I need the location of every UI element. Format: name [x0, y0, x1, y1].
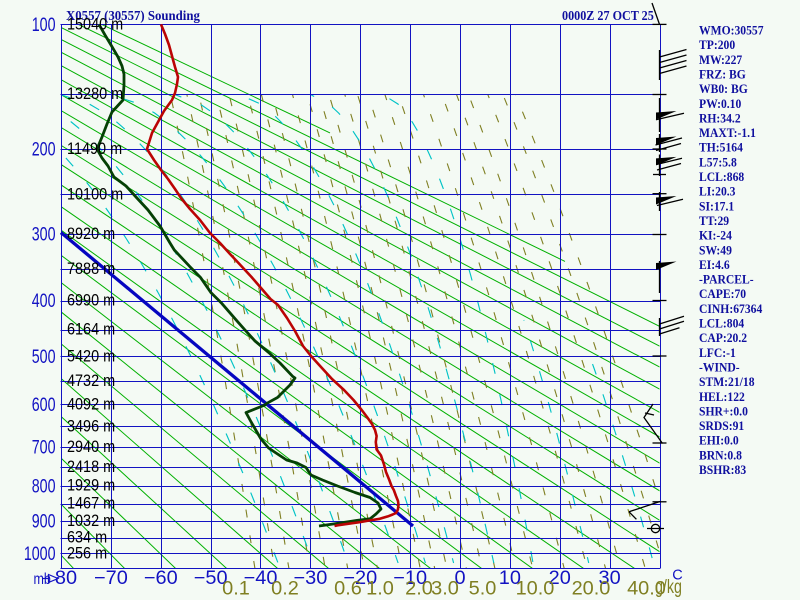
svg-text:800: 800: [32, 475, 56, 496]
svg-text:2940 m: 2940 m: [67, 438, 115, 456]
svg-text:CAPE:70: CAPE:70: [699, 287, 746, 301]
svg-text:8920 m: 8920 m: [67, 225, 115, 243]
svg-text:600: 600: [32, 394, 56, 415]
svg-text:EHI:0.0: EHI:0.0: [699, 433, 739, 447]
svg-text:1.0: 1.0: [366, 578, 394, 599]
svg-text:-PARCEL-: -PARCEL-: [699, 272, 754, 286]
svg-text:15040 m: 15040 m: [67, 15, 123, 33]
svg-text:0.1: 0.1: [222, 578, 250, 599]
svg-text:400: 400: [32, 290, 56, 311]
svg-text:MAXT:-1.1: MAXT:-1.1: [699, 126, 756, 140]
svg-text:SI:17.1: SI:17.1: [699, 199, 734, 213]
svg-text:5420 m: 5420 m: [67, 347, 115, 365]
svg-text:SRDS:91: SRDS:91: [699, 419, 744, 433]
svg-text:256 m: 256 m: [67, 544, 107, 562]
svg-text:7888 m: 7888 m: [67, 260, 115, 278]
svg-text:CAP:20.2: CAP:20.2: [699, 331, 747, 345]
svg-text:900: 900: [32, 511, 56, 532]
svg-text:−50: −50: [194, 567, 228, 588]
svg-text:g/kg: g/kg: [655, 576, 682, 597]
svg-text:0: 0: [454, 567, 465, 588]
svg-text:0000Z 27 OCT 25: 0000Z 27 OCT 25: [562, 8, 654, 23]
svg-text:KI:-24: KI:-24: [699, 228, 732, 242]
svg-text:1467 m: 1467 m: [67, 495, 115, 513]
svg-text:2.0: 2.0: [405, 578, 433, 599]
svg-text:5.0: 5.0: [469, 578, 497, 599]
svg-text:BRN:0.8: BRN:0.8: [699, 448, 742, 462]
svg-text:2418 m: 2418 m: [67, 458, 115, 476]
svg-text:−30: −30: [293, 567, 327, 588]
svg-text:−10: −10: [393, 567, 427, 588]
svg-text:L57:5.8: L57:5.8: [699, 155, 737, 169]
svg-text:TP:200: TP:200: [699, 38, 735, 52]
svg-text:500: 500: [32, 346, 56, 367]
svg-text:−40: −40: [244, 567, 278, 588]
svg-text:FRZ: BG: FRZ: BG: [699, 67, 746, 81]
svg-text:0.2: 0.2: [271, 578, 299, 599]
svg-text:100: 100: [32, 14, 56, 35]
svg-text:-WIND-: -WIND-: [699, 360, 740, 374]
svg-text:40.0: 40.0: [627, 578, 666, 599]
svg-text:STM:21/18: STM:21/18: [699, 375, 755, 389]
svg-text:300: 300: [32, 224, 56, 245]
svg-text:20.0: 20.0: [572, 578, 611, 599]
svg-text:−20: −20: [343, 567, 377, 588]
svg-text:MW:227: MW:227: [699, 52, 742, 66]
svg-text:−60: −60: [144, 567, 178, 588]
svg-text:SW:49: SW:49: [699, 243, 732, 257]
svg-text:0.6: 0.6: [334, 578, 362, 599]
svg-text:LCL:868: LCL:868: [699, 170, 744, 184]
svg-text:TT:29: TT:29: [699, 214, 729, 228]
svg-text:PW:0.10: PW:0.10: [699, 96, 741, 110]
svg-text:30: 30: [599, 567, 621, 588]
svg-text:WB0: BG: WB0: BG: [699, 82, 748, 96]
svg-text:LI:20.3: LI:20.3: [699, 184, 735, 198]
svg-text:3.0: 3.0: [431, 578, 459, 599]
svg-text:C: C: [672, 568, 682, 584]
svg-text:WMO:30557: WMO:30557: [699, 23, 764, 37]
svg-text:4092 m: 4092 m: [67, 395, 115, 413]
svg-text:1032 m: 1032 m: [67, 512, 115, 530]
svg-text:6990 m: 6990 m: [67, 292, 115, 310]
svg-text:EI:4.6: EI:4.6: [699, 258, 730, 272]
svg-text:X0557 (30557) Sounding: X0557 (30557) Sounding: [66, 8, 200, 23]
svg-text:SHR+:0.0: SHR+:0.0: [699, 404, 748, 418]
svg-text:11490 m: 11490 m: [67, 140, 122, 158]
svg-text:HEL:122: HEL:122: [699, 389, 745, 403]
svg-text:10: 10: [499, 567, 521, 588]
svg-text:LCL:804: LCL:804: [699, 316, 744, 330]
svg-text:mb: mb: [34, 571, 51, 589]
svg-text:10.0: 10.0: [516, 578, 555, 599]
svg-text:700: 700: [32, 437, 56, 458]
svg-text:1000: 1000: [24, 543, 56, 564]
svg-text:4732 m: 4732 m: [67, 372, 115, 390]
svg-text:10100 m: 10100 m: [67, 185, 123, 203]
svg-text:200: 200: [32, 139, 56, 160]
svg-text:BSHR:83: BSHR:83: [699, 463, 746, 477]
svg-text:LFC:-1: LFC:-1: [699, 345, 736, 359]
svg-text:80: 80: [55, 567, 77, 588]
svg-text:20: 20: [549, 567, 571, 588]
svg-text:TH:5164: TH:5164: [699, 140, 743, 154]
svg-text:634 m: 634 m: [67, 529, 107, 547]
svg-text:13280 m: 13280 m: [67, 85, 123, 103]
svg-text:6164 m: 6164 m: [67, 321, 115, 339]
svg-text:3496 m: 3496 m: [67, 417, 115, 435]
svg-text:−70: −70: [94, 567, 128, 588]
svg-text:CINH:67364: CINH:67364: [699, 301, 762, 315]
svg-text:1929 m: 1929 m: [67, 477, 115, 495]
svg-text:RH:34.2: RH:34.2: [699, 111, 741, 125]
